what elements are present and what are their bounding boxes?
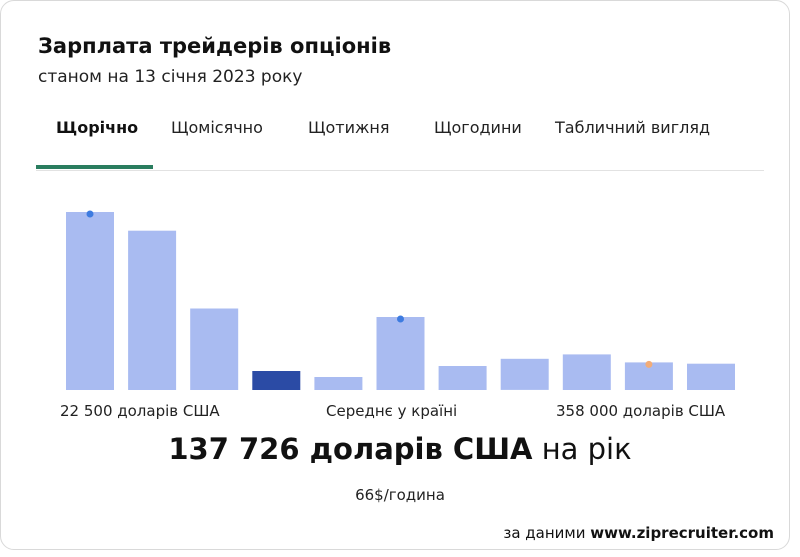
bar-marker-dot-2: [397, 315, 404, 323]
bar-6[interactable]: [376, 317, 425, 390]
source-prefix: за даними: [503, 524, 591, 542]
tab-monthly[interactable]: Щомісячно: [171, 118, 263, 137]
source-credit: за даними www.ziprecruiter.com: [503, 524, 774, 542]
tab-table-view[interactable]: Табличний вигляд: [555, 118, 711, 137]
bar-5[interactable]: [314, 377, 363, 390]
bar-9[interactable]: [562, 354, 611, 390]
tab-weekly[interactable]: Щотижня: [308, 118, 390, 137]
bar-3[interactable]: [190, 308, 239, 391]
page-subtitle: станом на 13 січня 2023 року: [38, 67, 303, 87]
bar-11[interactable]: [687, 363, 735, 390]
bar-1[interactable]: [66, 212, 114, 390]
bar-7[interactable]: [438, 366, 487, 390]
max-salary-label: 358 000 доларів США: [556, 402, 726, 420]
salary-distribution-chart: [66, 210, 735, 391]
hourly-rate: 66$/година: [355, 486, 445, 504]
bar-marker-dot-3: [645, 360, 653, 368]
active-tab-indicator: [36, 165, 153, 169]
bar-2[interactable]: [128, 230, 177, 390]
bar-marker-dot-1: [86, 210, 94, 218]
tab-yearly[interactable]: Щорічно: [56, 118, 139, 137]
period-tabs: Щорічно Щомісячно Щотижня Щогодини Табли…: [36, 112, 764, 171]
bar-highlighted[interactable]: [252, 371, 301, 390]
min-salary-label: 22 500 доларів США: [60, 402, 220, 420]
bar-8[interactable]: [500, 358, 549, 390]
page-title: Зарплата трейдерів опціонів: [38, 34, 392, 58]
annual-salary-amount: 137 726 доларів США: [168, 432, 533, 466]
tab-hourly[interactable]: Щогодини: [434, 118, 522, 137]
annual-salary: 137 726 доларів США на рік: [0, 432, 800, 466]
average-label: Середнє у країні: [326, 402, 458, 420]
annual-salary-period: на рік: [532, 432, 632, 466]
source-link[interactable]: www.ziprecruiter.com: [590, 524, 774, 542]
